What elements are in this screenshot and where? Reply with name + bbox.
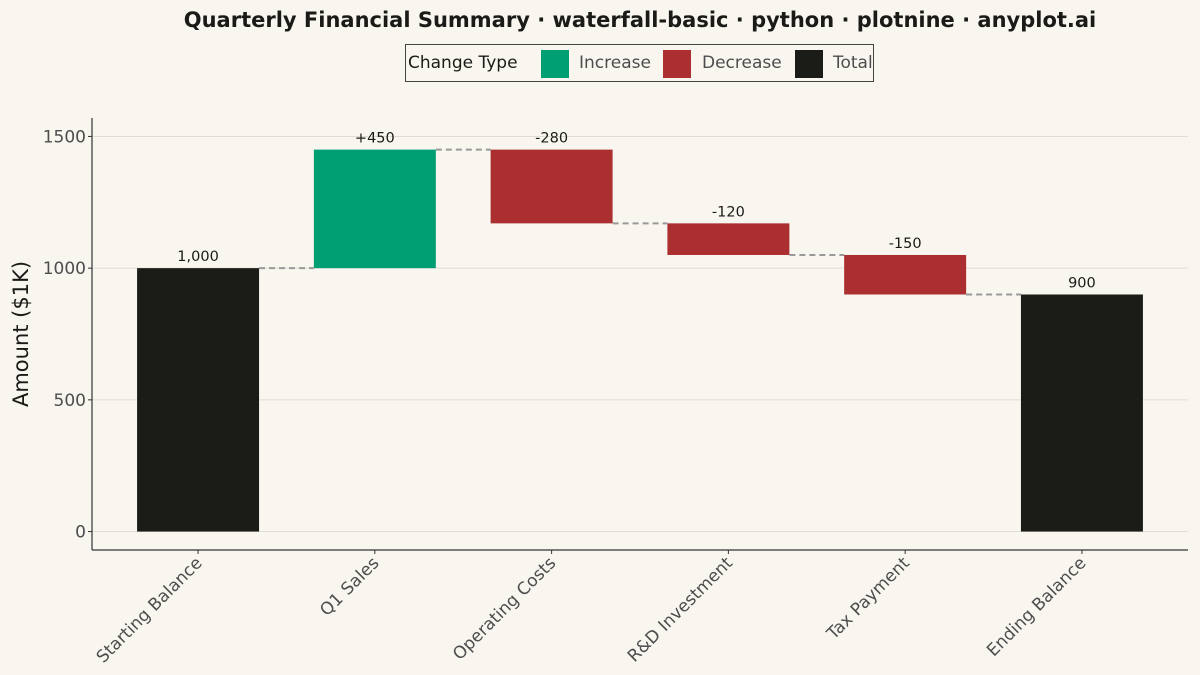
y-tick-label: 500 [54, 391, 86, 411]
bar-starting-balance [137, 268, 260, 532]
data-label: -150 [889, 236, 922, 252]
legend-label-decrease: Decrease [702, 53, 782, 73]
legend-title: Change Type [408, 53, 518, 73]
data-label: 1,000 [177, 249, 219, 265]
data-label: 900 [1068, 275, 1096, 291]
x-tick-label: Ending Balance [983, 553, 1090, 660]
y-axis-label: Amount ($1K) [9, 261, 33, 407]
chart-title: Quarterly Financial Summary · waterfall-… [183, 8, 1097, 32]
x-tick-label: Starting Balance [93, 553, 207, 667]
data-label: -280 [535, 131, 568, 147]
x-tick-label: Q1 Sales [316, 553, 383, 620]
bar-tax-payment [844, 254, 967, 295]
bar-ending-balance [1020, 294, 1143, 532]
legend-label-total: Total [833, 53, 873, 73]
data-label: +450 [355, 131, 395, 147]
legend: Change Type Increase Decrease Total [405, 44, 874, 82]
bar-operating-costs [490, 149, 613, 224]
x-tick-label: Operating Costs [449, 553, 560, 664]
bar-q1-sales [313, 149, 436, 269]
y-tick-label: 0 [75, 523, 86, 543]
y-tick-label: 1000 [43, 259, 86, 279]
x-tick-label: R&D Investment [624, 553, 737, 666]
legend-label-increase: Increase [579, 53, 651, 73]
data-label: -120 [712, 204, 745, 220]
x-tick-label: Tax Payment [823, 553, 914, 644]
legend-swatch-total [795, 50, 823, 78]
legend-swatch-decrease [663, 50, 691, 78]
y-tick-label: 1500 [43, 127, 86, 147]
legend-swatch-increase [541, 50, 569, 78]
bar-r-d-investment [667, 223, 790, 255]
